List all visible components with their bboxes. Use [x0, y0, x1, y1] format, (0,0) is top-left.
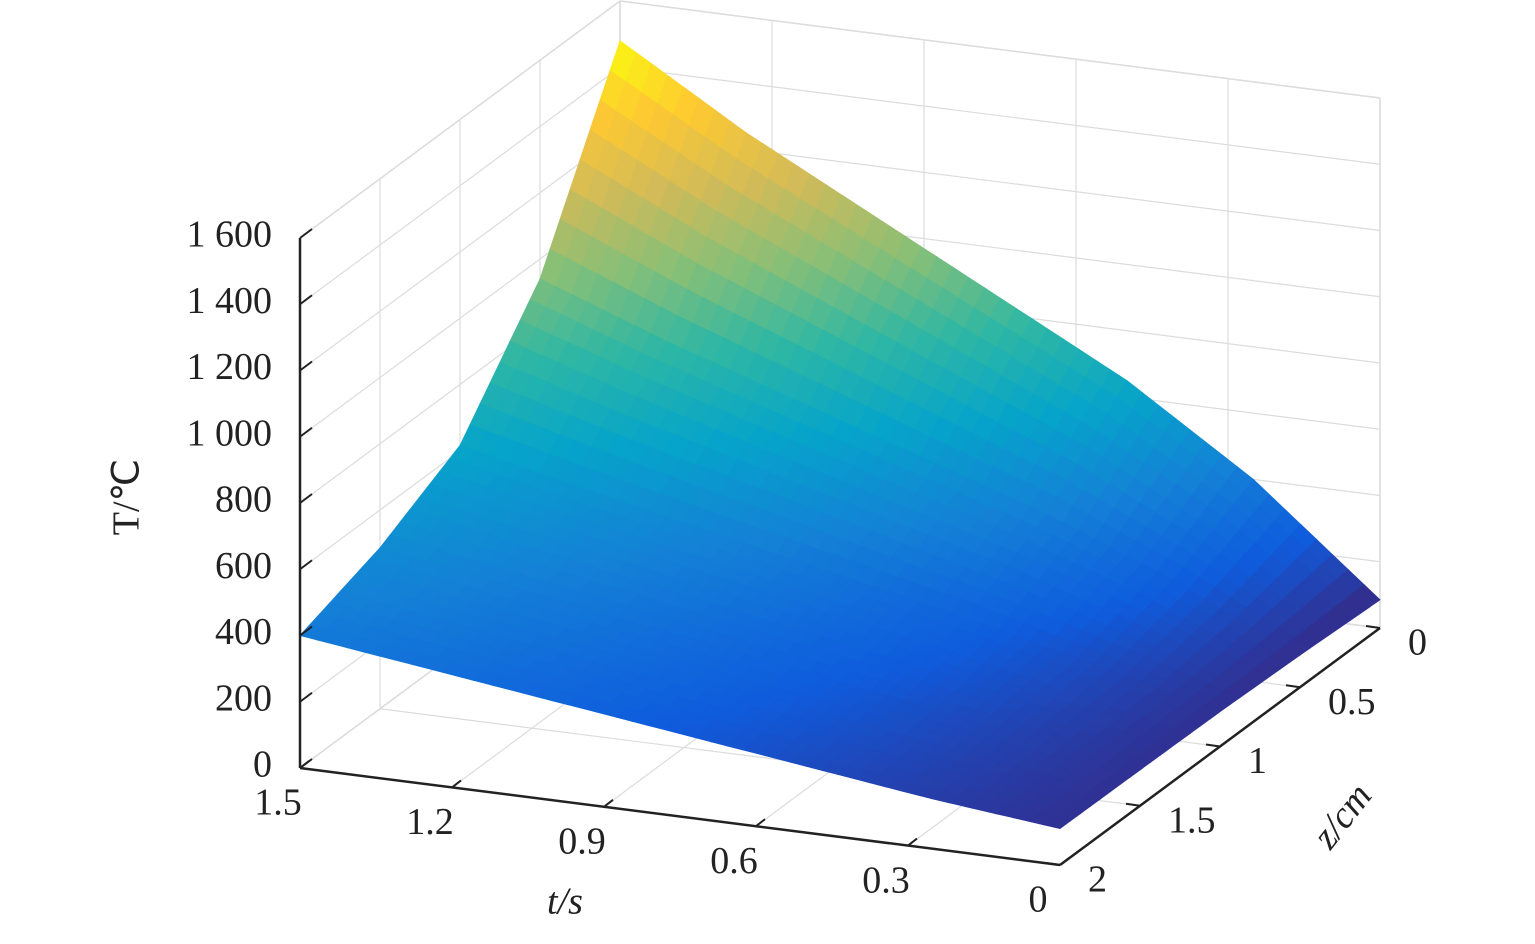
y-tick-label: 2	[1088, 859, 1107, 901]
axes: 0 200 400 600 800 1 000 1 200 1 400 1 600 0 0.3 0.6…	[187, 214, 1428, 921]
grid-line	[619, 66, 1381, 165]
tick-mark	[299, 294, 313, 306]
tick-mark	[299, 426, 313, 438]
y-tick-label: 0.5	[1328, 681, 1376, 723]
tick-mark	[299, 625, 313, 637]
z-tick-label: 200	[215, 677, 272, 719]
z-tick-label: 1 200	[187, 346, 273, 388]
tick-mark	[299, 559, 313, 571]
tick-mark	[299, 691, 313, 703]
grid-line	[619, 0, 1381, 99]
x-axis-title: t/s	[547, 881, 583, 923]
tick-mark	[1125, 802, 1141, 807]
tick-mark	[1045, 862, 1061, 866]
y-tick-label: 0	[1408, 622, 1427, 664]
tick-mark	[299, 360, 313, 372]
z-tick-label: 1 400	[187, 280, 273, 322]
x-axis	[299, 766, 1061, 867]
x-tick-label: 0	[1029, 879, 1048, 921]
surface-patch	[1043, 816, 1071, 830]
surface	[299, 40, 1381, 830]
z-tick-label: 1 000	[187, 412, 273, 454]
y-axis-title: z/cm	[1304, 776, 1381, 858]
x-tick-label: 1.2	[406, 801, 454, 843]
z-tick-label: 600	[215, 545, 272, 587]
z-tick-label: 400	[215, 611, 272, 653]
x-tick-label: 0.6	[710, 840, 758, 882]
x-tick-label: 0.3	[862, 859, 910, 901]
tick-mark	[1059, 857, 1070, 866]
tick-mark	[907, 837, 918, 847]
tick-mark	[1205, 743, 1221, 748]
tick-mark	[299, 493, 313, 504]
tick-mark	[299, 228, 313, 239]
tick-mark	[755, 818, 766, 827]
y-tick-label: 1.5	[1168, 799, 1216, 841]
tick-mark	[603, 799, 614, 808]
x-tick-label: 1.5	[254, 782, 302, 824]
tick-mark	[451, 779, 462, 789]
z-tick-label: 1 600	[187, 214, 273, 256]
z-tick-label: 800	[215, 479, 272, 521]
y-tick-label: 1	[1248, 740, 1267, 782]
z-axis-title: T/℃	[106, 459, 148, 535]
tick-mark	[299, 760, 310, 769]
tick-mark	[1365, 625, 1381, 629]
x-tick-label: 0.9	[558, 821, 606, 863]
tick-mark	[1285, 684, 1301, 689]
z-tick-label: 0	[253, 744, 272, 786]
